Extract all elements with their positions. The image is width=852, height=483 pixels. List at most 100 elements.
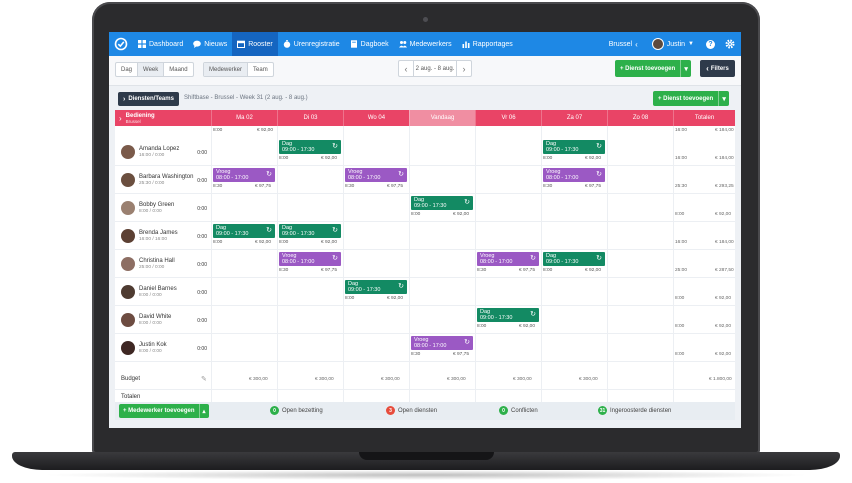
repeat-icon: ↻ <box>398 283 404 290</box>
shift-hours: 8:30 <box>543 184 553 189</box>
shift-block[interactable]: Dag 09:00 - 17:30 ↻ <box>345 280 407 294</box>
employee-name[interactable]: Brenda James <box>139 229 178 236</box>
shift-block[interactable]: Vroeg 08:00 - 17:00 ↻ <box>543 168 605 182</box>
shiftbase-logo-icon[interactable] <box>109 32 133 56</box>
chat-icon <box>193 40 202 48</box>
view-week-button[interactable]: Week <box>138 63 165 76</box>
view-switcher: Dag Week Maand <box>115 62 194 77</box>
group-team-button[interactable]: Team <box>253 66 268 73</box>
budget-cell: € 1.800,00 <box>709 377 732 382</box>
nav-urenregistratie[interactable]: Urenregistratie <box>278 32 345 56</box>
add-shift-label: + Dienst toevoegen <box>658 95 714 102</box>
employee-name[interactable]: Justin Kok <box>139 341 167 348</box>
row-total-cost: € 293,25 <box>715 184 734 189</box>
user-menu[interactable]: Justin ▼ <box>651 38 694 50</box>
day-header[interactable]: Ma 02 <box>211 110 277 126</box>
stat-scheduled-shifts[interactable]: 31 Ingeroosterde diensten <box>598 406 671 415</box>
stat-conflicts[interactable]: 0 Conflicten <box>499 406 538 415</box>
shift-time: 09:00 - 17:30 <box>546 259 579 265</box>
filters-button[interactable]: ‹ Filters <box>700 60 735 77</box>
chevron-down-icon[interactable]: ▾ <box>718 91 729 106</box>
employee-name[interactable]: Barbara Washington <box>139 173 194 180</box>
repeat-icon: ↻ <box>332 255 338 262</box>
employee-hours: 25:00 / 0:00 <box>139 264 165 270</box>
avatar <box>121 201 135 215</box>
employee-name[interactable]: Christina Hall <box>139 257 175 264</box>
employee-name[interactable]: David White <box>139 313 172 320</box>
day-header[interactable]: Vr 06 <box>475 110 541 126</box>
shift-block[interactable]: Vroeg 08:00 - 17:00 ↻ <box>213 168 275 182</box>
employee-cell[interactable]: David White 8:00 / 0:00 0:00 <box>115 306 211 334</box>
shift-hours: 8:30 <box>279 268 289 273</box>
employee-cell[interactable]: Brenda James 16:00 / 16:00 0:00 <box>115 222 211 250</box>
shift-block[interactable]: Dag 09:00 - 17:30 ↻ <box>411 196 473 210</box>
employee-cell[interactable]: Christina Hall 25:00 / 0:00 0:00 <box>115 250 211 278</box>
employee-overtime: 0:00 <box>197 150 207 156</box>
shift-block[interactable]: Vroeg 08:00 - 17:00 ↻ <box>477 252 539 266</box>
shift-block[interactable]: Vroeg 08:00 - 17:00 ↻ <box>345 168 407 182</box>
shift-block[interactable]: Dag 09:00 - 17:30 ↻ <box>543 140 605 154</box>
employee-hours: 16:00 / 16:00 <box>139 236 168 242</box>
employee-cell[interactable]: Justin Kok 8:00 / 0:00 0:00 <box>115 334 211 362</box>
shift-block[interactable]: Dag 09:00 - 17:30 ↻ <box>543 252 605 266</box>
budget-cell: € 300,00 <box>513 377 532 382</box>
nav-dagboek[interactable]: Dagboek <box>345 32 394 56</box>
shift-block[interactable]: Dag 09:00 - 17:30 ↻ <box>213 224 275 238</box>
shift-hours: 8:00 <box>411 212 421 217</box>
day-header[interactable]: Di 03 <box>277 110 343 126</box>
pencil-icon[interactable]: ✎ <box>201 376 207 383</box>
shift-block[interactable]: Dag 09:00 - 17:30 ↻ <box>279 140 341 154</box>
shifts-teams-tab[interactable]: › Diensten/Teams <box>118 92 179 106</box>
repeat-icon: ↻ <box>596 255 602 262</box>
view-day-button[interactable]: Dag <box>116 63 139 76</box>
stat-open-shifts[interactable]: 3 Open diensten <box>386 406 437 415</box>
shift-block[interactable]: Vroeg 08:00 - 17:00 ↻ <box>279 252 341 266</box>
view-month-button[interactable]: Maand <box>169 66 188 73</box>
department-header[interactable]: › Bediening Brussel <box>115 110 211 126</box>
day-header[interactable]: Wo 04 <box>343 110 409 126</box>
employee-cell[interactable]: Amanda Lopez 16:00 / 0:00 0:00 <box>115 138 211 166</box>
day-header[interactable]: Za 07 <box>541 110 607 126</box>
group-switcher: Medewerker Team <box>203 62 274 77</box>
shift-time: 08:00 - 17:00 <box>282 259 315 265</box>
chevron-up-icon[interactable]: ▴ <box>198 404 209 418</box>
add-shift-button[interactable]: + Dienst toevoegen ▾ <box>615 60 692 77</box>
employee-name[interactable]: Bobby Green <box>139 201 175 208</box>
employee-cell[interactable]: Bobby Green 8:00 / 0:00 0:00 <box>115 194 211 222</box>
nav-nieuws[interactable]: Nieuws <box>188 32 232 56</box>
day-header[interactable]: Zo 08 <box>607 110 673 126</box>
employee-name[interactable]: Amanda Lopez <box>139 145 180 152</box>
shift-block[interactable]: Vroeg 08:00 - 17:00 ↻ <box>411 336 473 350</box>
add-employee-label: + Medewerker toevoegen <box>123 408 195 414</box>
employee-cell[interactable]: Barbara Washington 25:30 / 0:00 0:00 <box>115 166 211 194</box>
help-icon[interactable]: ? <box>706 39 715 49</box>
employee-overtime: 0:00 <box>197 262 207 268</box>
stopwatch-icon <box>283 40 290 48</box>
day-header[interactable]: Totalen <box>673 110 735 126</box>
shift-time: 09:00 - 17:30 <box>546 147 579 153</box>
chevron-down-icon[interactable]: ▾ <box>680 60 691 77</box>
add-shift-secondary-button[interactable]: + Dienst toevoegen ▾ <box>653 91 730 106</box>
shift-block[interactable]: Dag 09:00 - 17:30 ↻ <box>477 308 539 322</box>
employee-info: Brenda James 16:00 / 16:00 <box>139 230 178 243</box>
location-switcher[interactable]: Brussel ‹ <box>609 40 638 49</box>
nav-medewerkers[interactable]: Medewerkers <box>394 32 457 56</box>
shift-name: Dag <box>282 141 293 147</box>
nav-dashboard[interactable]: Dashboard <box>133 32 188 56</box>
day-header[interactable]: Vandaag <box>409 110 475 126</box>
employee-cell[interactable]: Daniel Barnes 8:00 / 0:00 0:00 <box>115 278 211 306</box>
shift-name: Dag <box>480 309 491 315</box>
next-week-chevron-icon[interactable]: › <box>462 63 466 74</box>
employee-name[interactable]: Daniel Barnes <box>139 285 177 292</box>
shift-block[interactable]: Dag 09:00 - 17:30 ↻ <box>279 224 341 238</box>
add-employee-button[interactable]: + Medewerker toevoegen ▴ <box>119 404 209 418</box>
prev-week-chevron-icon[interactable]: ‹ <box>404 63 408 74</box>
nav-rapportages[interactable]: Rapportages <box>457 32 518 56</box>
stat-open-positions[interactable]: 0 Open bezetting <box>270 406 323 415</box>
grid-icon <box>138 40 146 48</box>
date-range-label[interactable]: 2 aug. - 8 aug. <box>413 61 457 76</box>
bar-chart-icon <box>462 41 470 48</box>
gear-icon[interactable] <box>725 39 735 49</box>
group-employee-button[interactable]: Medewerker <box>204 63 249 76</box>
nav-rooster[interactable]: Rooster <box>232 32 278 56</box>
